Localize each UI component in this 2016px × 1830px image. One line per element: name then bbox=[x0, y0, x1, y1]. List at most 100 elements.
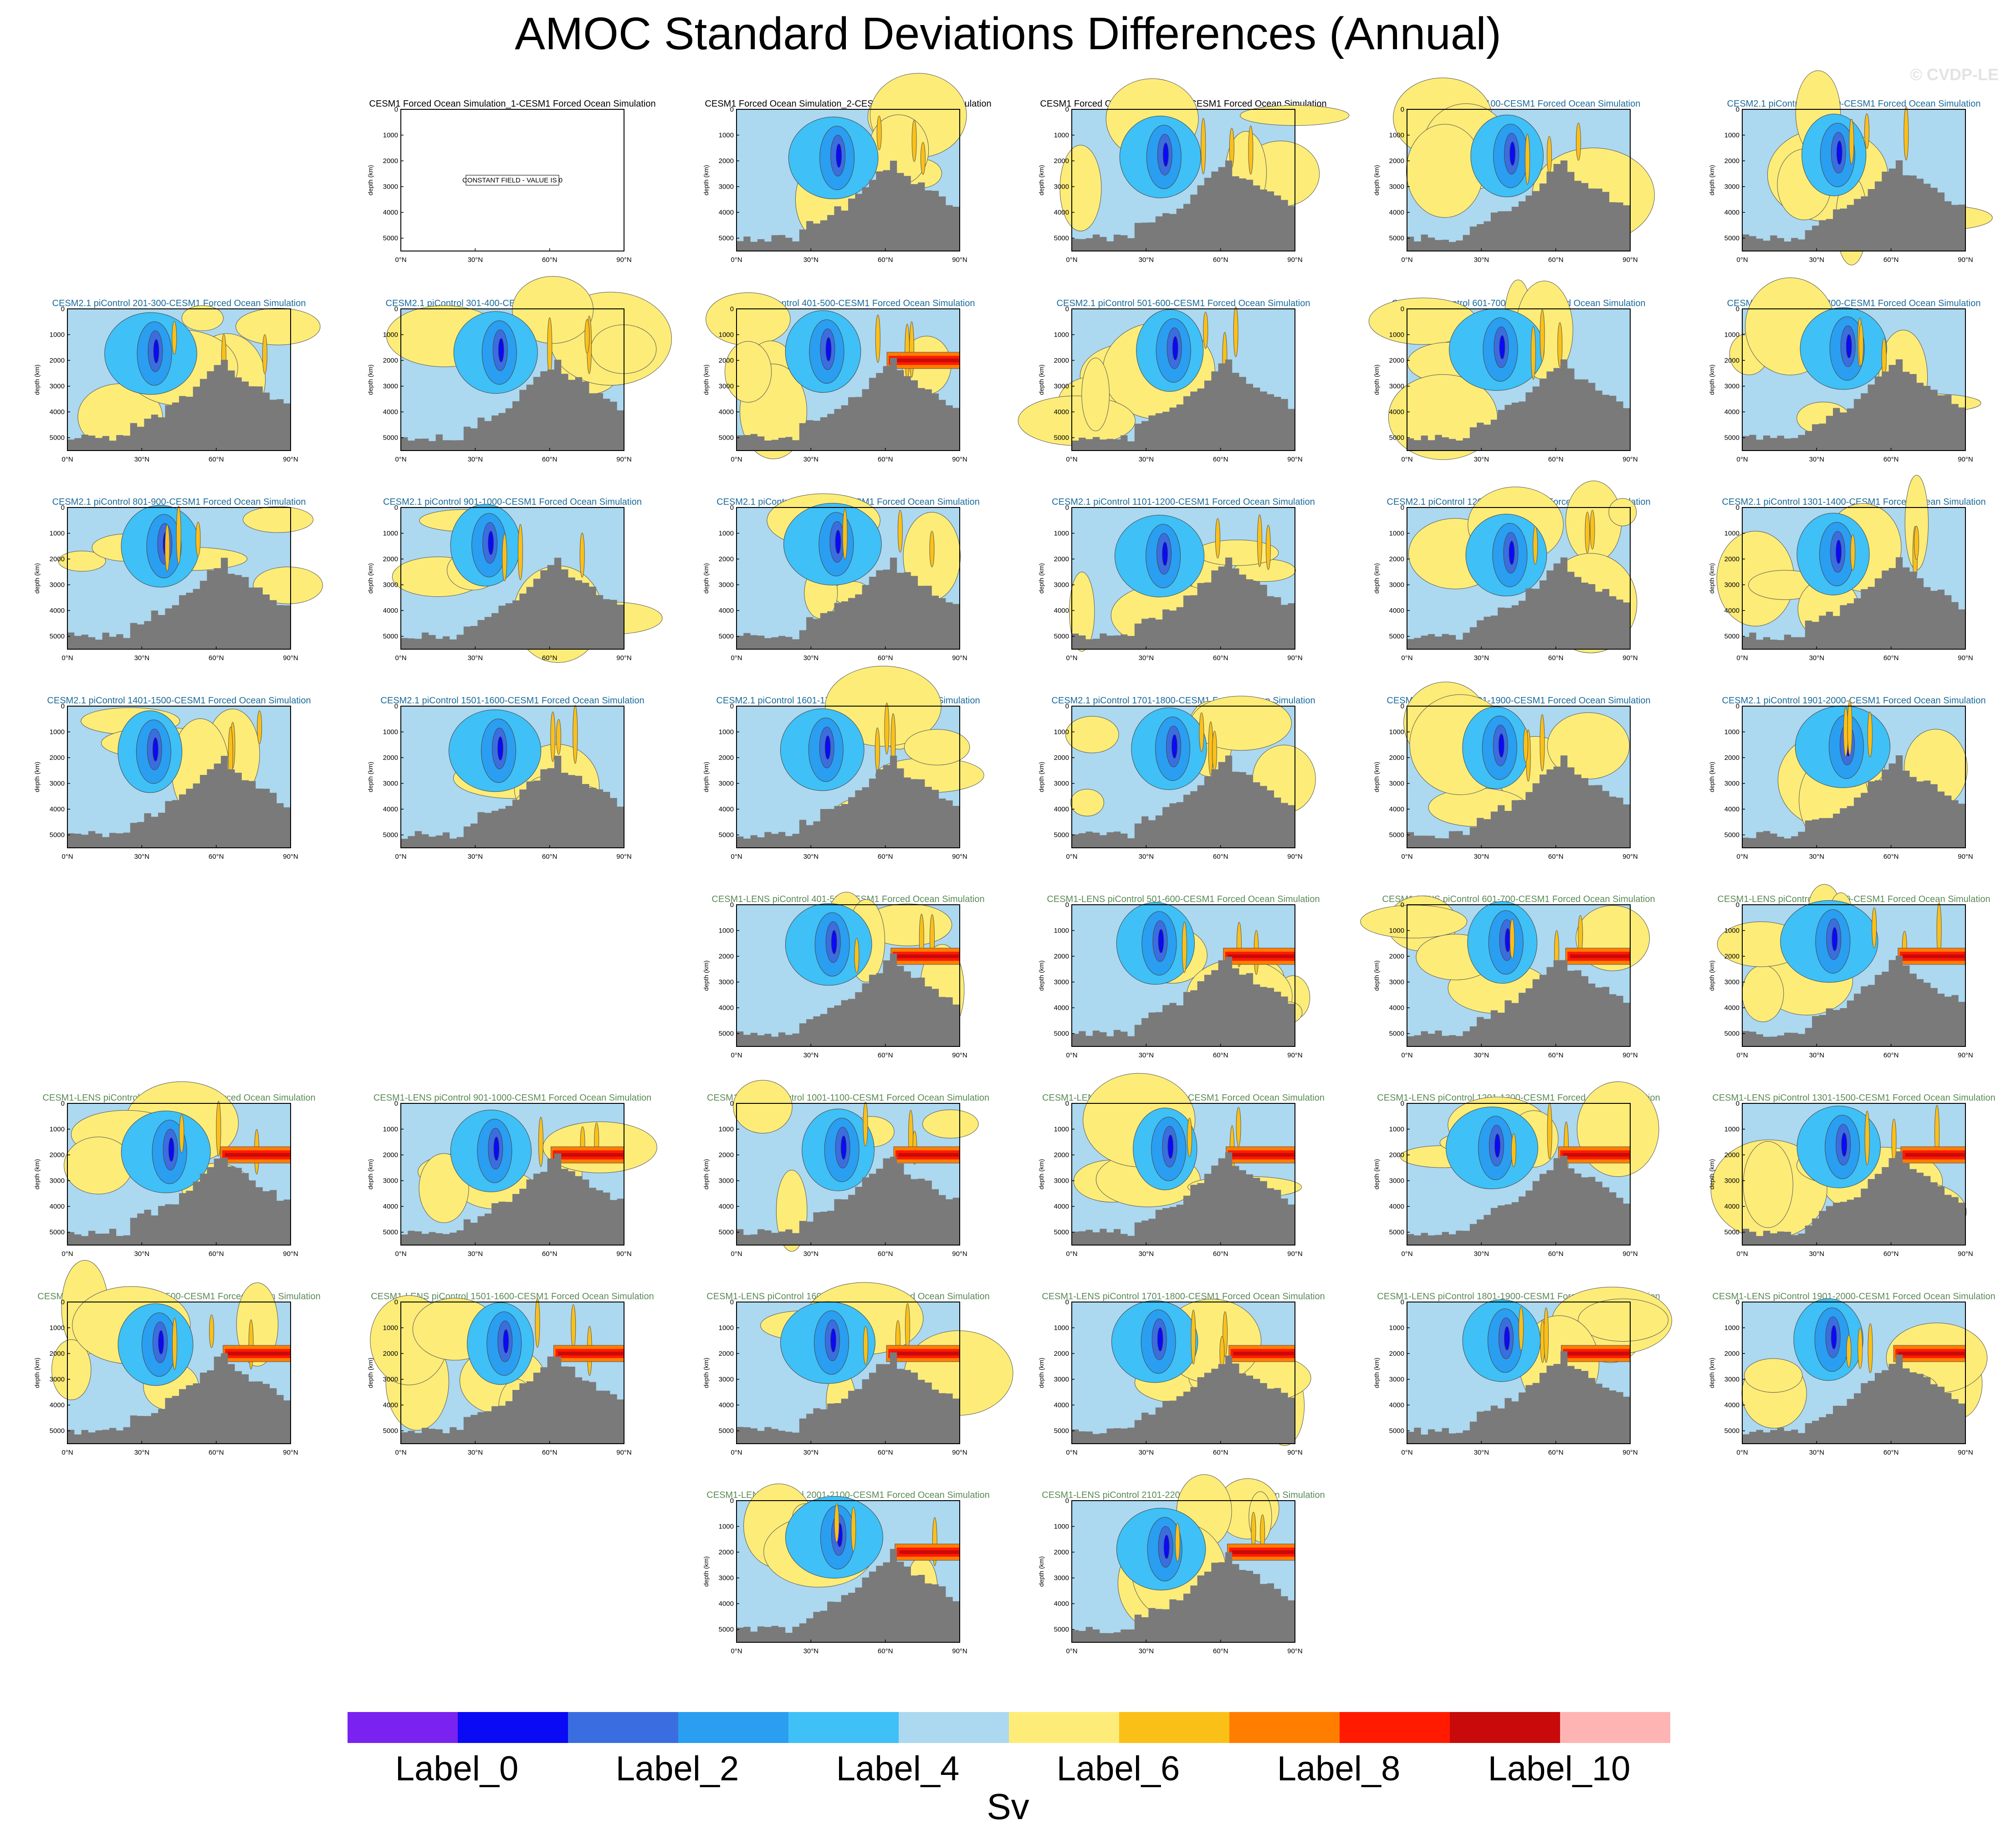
plot-frame bbox=[400, 507, 624, 650]
contour-streak bbox=[517, 524, 523, 580]
y-axis-label: depth (km) bbox=[1373, 1358, 1380, 1388]
colorbar-label: Label_8 bbox=[1277, 1749, 1401, 1788]
x-tick-label: 30°N bbox=[803, 654, 819, 662]
x-tick-label: 30°N bbox=[1139, 1449, 1154, 1456]
x-tick-label: 90°N bbox=[952, 256, 967, 264]
amoc-panel: CESM2.1 piControl 1201-1300-CESM1 Forced… bbox=[1373, 481, 1651, 675]
panel-title: CESM1-LENS piControl 1701-1800-CESM1 For… bbox=[1042, 1292, 1325, 1302]
y-tick-label: 4000 bbox=[1054, 1600, 1069, 1608]
contour-region-positive bbox=[1059, 145, 1102, 231]
colorbar-swatch bbox=[1229, 1712, 1340, 1743]
x-tick-label: 60°N bbox=[1883, 1250, 1899, 1258]
y-axis-label: depth (km) bbox=[1708, 762, 1715, 792]
bathymetry-land bbox=[1742, 557, 1965, 649]
amoc-panel: CESM1-LENS piControl 2001-2100-CESM1 For… bbox=[702, 1483, 990, 1668]
y-tick-label: 4000 bbox=[383, 209, 398, 216]
panel-plot: 0 1000 2000 3000 4000 5000 depth (km) 0°N 30°N 60… bbox=[33, 1081, 298, 1258]
amoc-panel: CESM1-LENS piControl 801-900-CESM1 Force… bbox=[33, 1081, 316, 1271]
contour-streak bbox=[875, 314, 880, 363]
y-tick-label: 5000 bbox=[1724, 235, 1740, 242]
colorbar-swatch bbox=[1119, 1712, 1229, 1743]
x-tick-label: 30°N bbox=[468, 1250, 483, 1258]
y-tick-label: 4000 bbox=[719, 408, 734, 416]
panel-plot: 0 1000 2000 3000 4000 5000 depth (km) 0°N 30°N 60… bbox=[1373, 1287, 1672, 1456]
bathymetry-land bbox=[1742, 160, 1965, 251]
x-tick-label: 0°N bbox=[395, 256, 406, 264]
contour-streak bbox=[1248, 125, 1254, 175]
amoc-panel: CESM1 Forced Ocean Simulation_1-CESM1 Fo… bbox=[367, 98, 656, 277]
plot-area: 0 1000 2000 3000 4000 5000 depth (km) 0°N 30°N 60… bbox=[1038, 901, 1310, 1059]
y-axis-label: depth (km) bbox=[1373, 364, 1380, 395]
panel-plot: 0 1000 2000 3000 4000 5000 depth (km) 0°N 30°N 60… bbox=[702, 1080, 979, 1258]
y-tick-label: 3000 bbox=[1724, 780, 1740, 788]
contour-streak bbox=[1509, 919, 1515, 959]
y-tick-label: 2000 bbox=[50, 357, 65, 364]
y-tick-label: 4000 bbox=[1724, 408, 1740, 416]
y-tick-label: 0 bbox=[1736, 1100, 1740, 1107]
y-tick-label: 3000 bbox=[50, 383, 65, 390]
y-tick-label: 2000 bbox=[50, 1151, 65, 1159]
panel-plot: 0 1000 2000 3000 4000 5000 depth (km) 0°N 30°N 60… bbox=[702, 493, 967, 662]
contour-streak bbox=[556, 719, 561, 755]
amoc-panel: CESM2.1 piControl 1801-1900-CESM1 Forced… bbox=[1373, 682, 1651, 873]
y-axis-label: depth (km) bbox=[702, 165, 710, 195]
amoc-panel: CESM2.1 piControl 1-100-CESM1 Forced Oce… bbox=[1373, 77, 1655, 277]
contour-streak bbox=[1199, 712, 1204, 752]
y-tick-label: 4000 bbox=[383, 408, 398, 416]
y-tick-label: 1000 bbox=[1724, 927, 1740, 935]
contour-region-negative bbox=[824, 735, 831, 760]
plot-area: 0 1000 2000 3000 4000 5000 depth (km) 0°N 30°N 60… bbox=[1373, 77, 1655, 264]
contour-region-negative bbox=[168, 1138, 174, 1162]
y-tick-label: 1000 bbox=[1724, 530, 1740, 538]
contour-streak bbox=[1903, 106, 1909, 161]
contour-streak bbox=[571, 1304, 576, 1349]
contour-streak bbox=[262, 334, 267, 374]
y-tick-label: 1000 bbox=[1054, 331, 1069, 339]
x-tick-label: 90°N bbox=[1958, 1051, 1973, 1059]
contour-region-negative bbox=[153, 339, 159, 364]
y-tick-label: 1000 bbox=[1054, 132, 1069, 139]
x-tick-label: 60°N bbox=[1883, 1051, 1899, 1059]
contour-streak bbox=[1868, 1323, 1873, 1374]
y-tick-label: 0 bbox=[730, 1100, 734, 1107]
panel-plot: 0 1000 2000 3000 4000 5000 depth (km) 0°N 30°N 60… bbox=[367, 1295, 632, 1456]
contour-region-negative bbox=[1509, 540, 1515, 565]
y-tick-label: 5000 bbox=[1389, 1229, 1404, 1236]
x-tick-label: 90°N bbox=[616, 1250, 632, 1258]
y-axis-label: depth (km) bbox=[1708, 165, 1715, 195]
y-tick-label: 3000 bbox=[719, 1376, 734, 1384]
plot-area: 0 1000 2000 3000 4000 5000 depth (km) 0°N 30°N 60… bbox=[1038, 78, 1350, 264]
x-tick-label: 90°N bbox=[616, 853, 632, 861]
y-tick-label: 3000 bbox=[1389, 383, 1404, 390]
x-tick-label: 30°N bbox=[803, 1647, 819, 1655]
bathymetry-land bbox=[1742, 1151, 1965, 1245]
overflow-band-peak bbox=[1232, 1550, 1294, 1554]
bathymetry-land bbox=[1407, 160, 1630, 251]
bathymetry-land bbox=[401, 1356, 624, 1444]
amoc-panel: CESM1-LENS piControl 1901-2000-CESM1 For… bbox=[1708, 1291, 1996, 1469]
x-tick-label: 0°N bbox=[395, 1449, 406, 1456]
contour-streak bbox=[1182, 922, 1187, 973]
x-tick-label: 30°N bbox=[1139, 654, 1154, 662]
x-tick-label: 90°N bbox=[283, 456, 298, 463]
y-axis-label: depth (km) bbox=[1708, 1159, 1715, 1189]
contour-streak bbox=[1265, 525, 1271, 570]
panel-title: CESM2.1 piControl 1101-1200-CESM1 Forced… bbox=[1052, 497, 1315, 507]
y-tick-label: 3000 bbox=[1389, 1177, 1404, 1185]
panel-plot: 0 1000 2000 3000 4000 5000 depth (km) 0°N 30°N 60… bbox=[1708, 884, 1973, 1059]
contour-region-negative bbox=[497, 736, 504, 761]
y-tick-label: 0 bbox=[1736, 1298, 1740, 1306]
y-tick-label: 1000 bbox=[1724, 728, 1740, 736]
overflow-band-peak bbox=[558, 1352, 623, 1356]
contour-streak bbox=[502, 533, 507, 581]
bathymetry-land bbox=[1407, 359, 1630, 451]
contour-region-negative bbox=[1157, 1327, 1163, 1352]
contour-region-negative bbox=[1504, 1326, 1510, 1351]
y-axis-label: depth (km) bbox=[702, 1556, 710, 1587]
bathymetry-land bbox=[1407, 960, 1630, 1046]
y-tick-label: 0 bbox=[1401, 702, 1404, 710]
x-tick-label: 60°N bbox=[878, 1250, 893, 1258]
x-tick-label: 60°N bbox=[1883, 1449, 1899, 1456]
y-tick-label: 1000 bbox=[1389, 1126, 1404, 1133]
contour-streak bbox=[842, 509, 848, 560]
